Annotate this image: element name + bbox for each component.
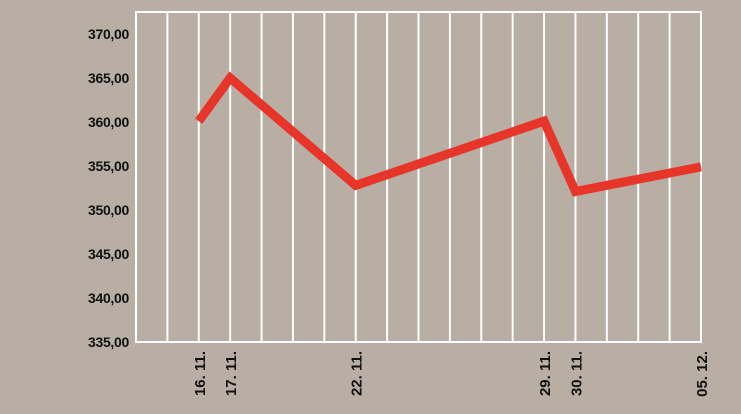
y-tick-label: 355,00 xyxy=(88,158,130,174)
x-tick-label: 22. 11. xyxy=(349,351,366,396)
x-tick-label: 29. 11. xyxy=(537,351,554,396)
y-tick-label: 360,00 xyxy=(88,114,130,130)
y-tick-label: 340,00 xyxy=(88,290,130,306)
x-tick-label: 16. 11. xyxy=(192,351,209,396)
series-line xyxy=(195,71,702,197)
x-tick-label: 30. 11. xyxy=(568,351,585,396)
y-tick-label: 350,00 xyxy=(88,202,130,218)
x-axis-ticks: 16. 11. 17. 11. 22. 11. 29. 11. 30. 11. 05. 1… xyxy=(192,351,711,397)
x-tick-label: 17. 11. xyxy=(223,351,240,396)
y-axis-ticks: 335,00 340,00 345,00 350,00 355,00 360,00 365,… xyxy=(88,26,130,350)
x-tick-label: 05. 12. xyxy=(694,351,711,397)
y-tick-label: 335,00 xyxy=(88,334,130,350)
series-layer xyxy=(195,71,702,197)
grid-lines xyxy=(166,12,671,342)
y-tick-label: 345,00 xyxy=(88,246,130,262)
y-tick-label: 365,00 xyxy=(88,70,130,86)
y-tick-label: 370,00 xyxy=(88,26,130,42)
